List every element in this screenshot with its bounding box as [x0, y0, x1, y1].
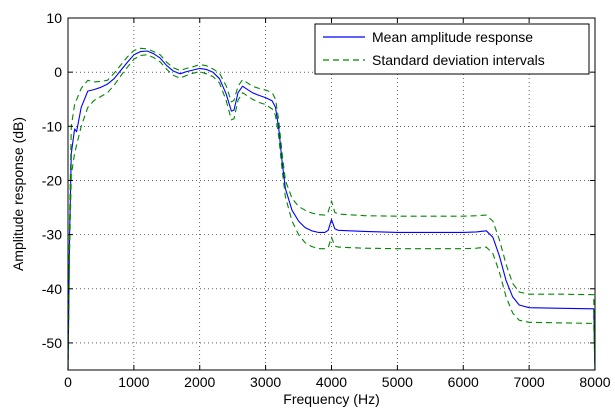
series-layer	[67, 47, 596, 371]
legend: Mean amplitude response Standard deviati…	[314, 23, 590, 75]
y-tick-label: -50	[42, 335, 62, 351]
x-tick-label: 2000	[184, 374, 215, 390]
legend-box	[314, 23, 590, 75]
gridlines	[68, 18, 595, 370]
legend-entry-std: Standard deviation intervals	[372, 52, 545, 68]
legend-entry-mean: Mean amplitude response	[372, 29, 533, 45]
x-tick-label: 5000	[382, 374, 413, 390]
x-tick-label: 0	[64, 374, 72, 390]
y-tick-label: -20	[42, 172, 62, 188]
y-tick-label: 0	[54, 64, 62, 80]
series-line-mean	[67, 50, 596, 371]
series-line-std-lower	[67, 54, 596, 371]
x-tick-label: 4000	[316, 374, 347, 390]
x-tick-label: 3000	[250, 374, 281, 390]
series-line-std-upper	[67, 47, 596, 371]
x-tick-label: 8000	[579, 374, 610, 390]
x-tick-label: 6000	[448, 374, 479, 390]
y-tick-label: 10	[46, 10, 62, 26]
y-axis-label: Amplitude response (dB)	[10, 117, 26, 271]
x-tick-label: 1000	[118, 374, 149, 390]
x-tick-label: 7000	[514, 374, 545, 390]
y-tick-label: -40	[42, 281, 62, 297]
y-tick-label: -30	[42, 227, 62, 243]
axis-ticks: 0 1000 2000 3000 4000 5000 6000 7000 8000 10 0 -10 -…	[42, 10, 611, 390]
x-axis-label: Frequency (Hz)	[283, 391, 379, 407]
y-tick-label: -10	[42, 118, 62, 134]
